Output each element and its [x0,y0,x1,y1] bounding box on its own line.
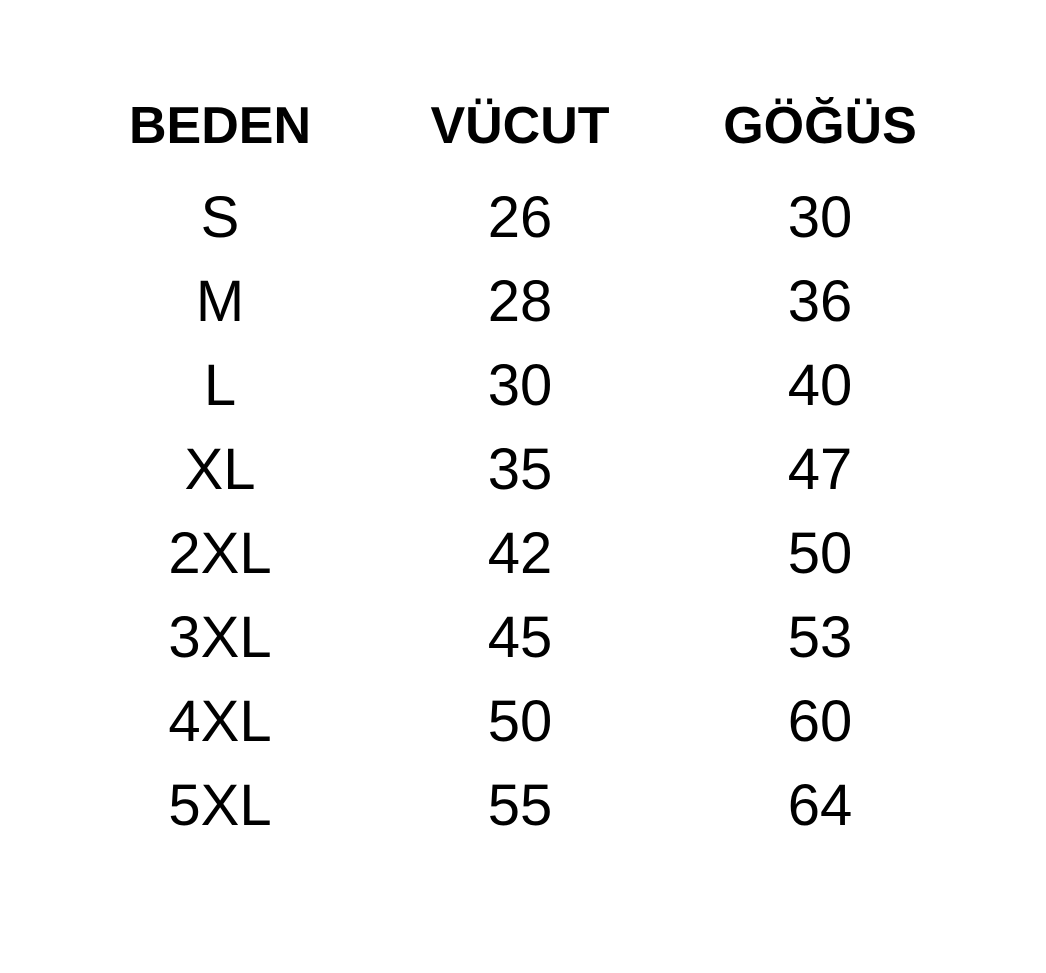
table-cell: XL [184,437,256,502]
table-cell: 47 [787,437,853,502]
table-row: M 28 36 [70,260,970,344]
table-cell: S [200,185,240,250]
table-cell: 26 [487,185,553,250]
table-cell: 36 [787,269,853,334]
table-cell: 50 [487,689,553,754]
column-header-gogus: GÖĞÜS [723,97,917,155]
table-cell: M [195,269,245,334]
table-cell: L [203,353,237,418]
table-row: 4XL 50 60 [70,680,970,764]
table-cell: 42 [487,521,553,586]
table-row: S 26 30 [70,176,970,260]
table-cell: 60 [787,689,853,754]
column-header-vucut: VÜCUT [430,97,610,155]
table-cell: 28 [487,269,553,334]
table-header-row: BEDEN VÜCUT GÖĞÜS [70,88,970,176]
table-body: S 26 30 M 28 36 L 30 40 XL 35 47 2XL 42 50 3XL 45 53 4XL 50… [70,176,970,848]
table-cell: 64 [787,773,853,838]
table-cell: 53 [787,605,853,670]
table-cell: 35 [487,437,553,502]
table-row: L 30 40 [70,344,970,428]
size-chart-table: BEDEN VÜCUT GÖĞÜS S 26 30 M 28 36 L 30 40 XL 35 47 2… [70,88,970,848]
table-cell: 5XL [168,773,272,838]
table-cell: 40 [787,353,853,418]
table-cell: 50 [787,521,853,586]
table-cell: 2XL [168,521,272,586]
table-cell: 4XL [168,689,272,754]
table-cell: 55 [487,773,553,838]
table-row: 3XL 45 53 [70,596,970,680]
table-row: XL 35 47 [70,428,970,512]
table-row: 5XL 55 64 [70,764,970,848]
table-cell: 30 [787,185,853,250]
table-cell: 45 [487,605,553,670]
table-row: 2XL 42 50 [70,512,970,596]
table-cell: 30 [487,353,553,418]
column-header-beden: BEDEN [128,97,312,155]
table-cell: 3XL [168,605,272,670]
